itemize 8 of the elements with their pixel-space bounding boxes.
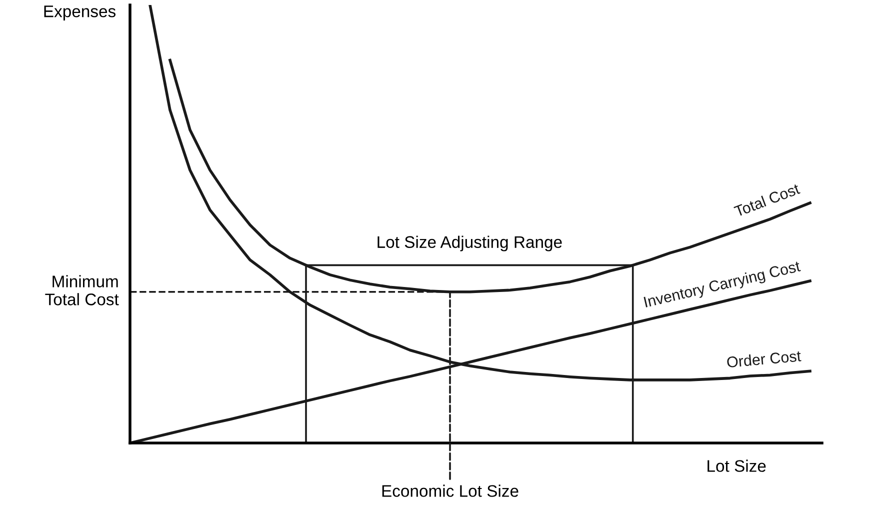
y-axis-title: Expenses bbox=[44, 6, 116, 21]
text: Inventory Carrying Cost bbox=[644, 260, 802, 310]
text: Total Cost bbox=[733, 182, 800, 218]
text: Economic Lot Size bbox=[382, 484, 518, 497]
text: Order Cost bbox=[726, 350, 802, 368]
ref-line-label: Lot Size Adjusting Range bbox=[378, 236, 562, 252]
ref-line-label: Minimum Total Cost bbox=[45, 275, 119, 306]
x-axis-title: Lot Size bbox=[708, 460, 766, 472]
